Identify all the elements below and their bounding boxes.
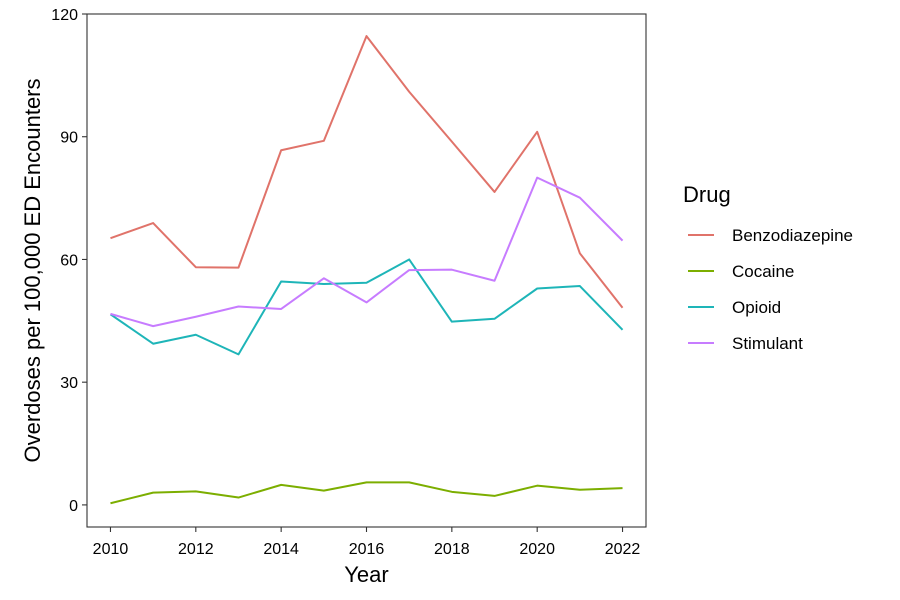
- y-tick-label: 120: [51, 7, 78, 24]
- series-line-benzodiazepine: [110, 35, 624, 309]
- y-tick-label: 0: [69, 498, 78, 515]
- series-line-cocaine: [110, 481, 623, 505]
- x-tick-label: 2020: [519, 541, 555, 558]
- x-tick-label: 2016: [349, 541, 385, 558]
- series-line-opioid: [109, 258, 624, 356]
- y-tick-label: 90: [60, 130, 78, 147]
- x-tick-label: 2018: [434, 541, 470, 558]
- x-tick-label: 2012: [178, 541, 214, 558]
- legend: Drug Benzodiazepine Cocaine Opioid Stimulan…: [683, 182, 853, 353]
- legend-label-cocaine: Cocaine: [732, 262, 794, 281]
- plot-area: [109, 35, 624, 505]
- legend-label-stimulant: Stimulant: [732, 334, 803, 353]
- legend-label-opioid: Opioid: [732, 298, 781, 317]
- y-tick-label: 60: [60, 252, 78, 269]
- x-tick-label: 2010: [93, 541, 129, 558]
- x-axis-title: Year: [344, 562, 388, 587]
- x-tick-label: 2014: [263, 541, 299, 558]
- x-tick-label: 2022: [605, 541, 641, 558]
- y-axis-title: Overdoses per 100,000 ED Encounters: [20, 78, 45, 462]
- legend-label-benzodiazepine: Benzodiazepine: [732, 226, 853, 245]
- series-line-stimulant: [110, 176, 624, 328]
- y-tick-label: 30: [60, 375, 78, 392]
- axes: 0 30 60 90 120 2010 2012 2014 2016 2018 2020 2022: [51, 7, 647, 558]
- legend-title: Drug: [683, 182, 731, 207]
